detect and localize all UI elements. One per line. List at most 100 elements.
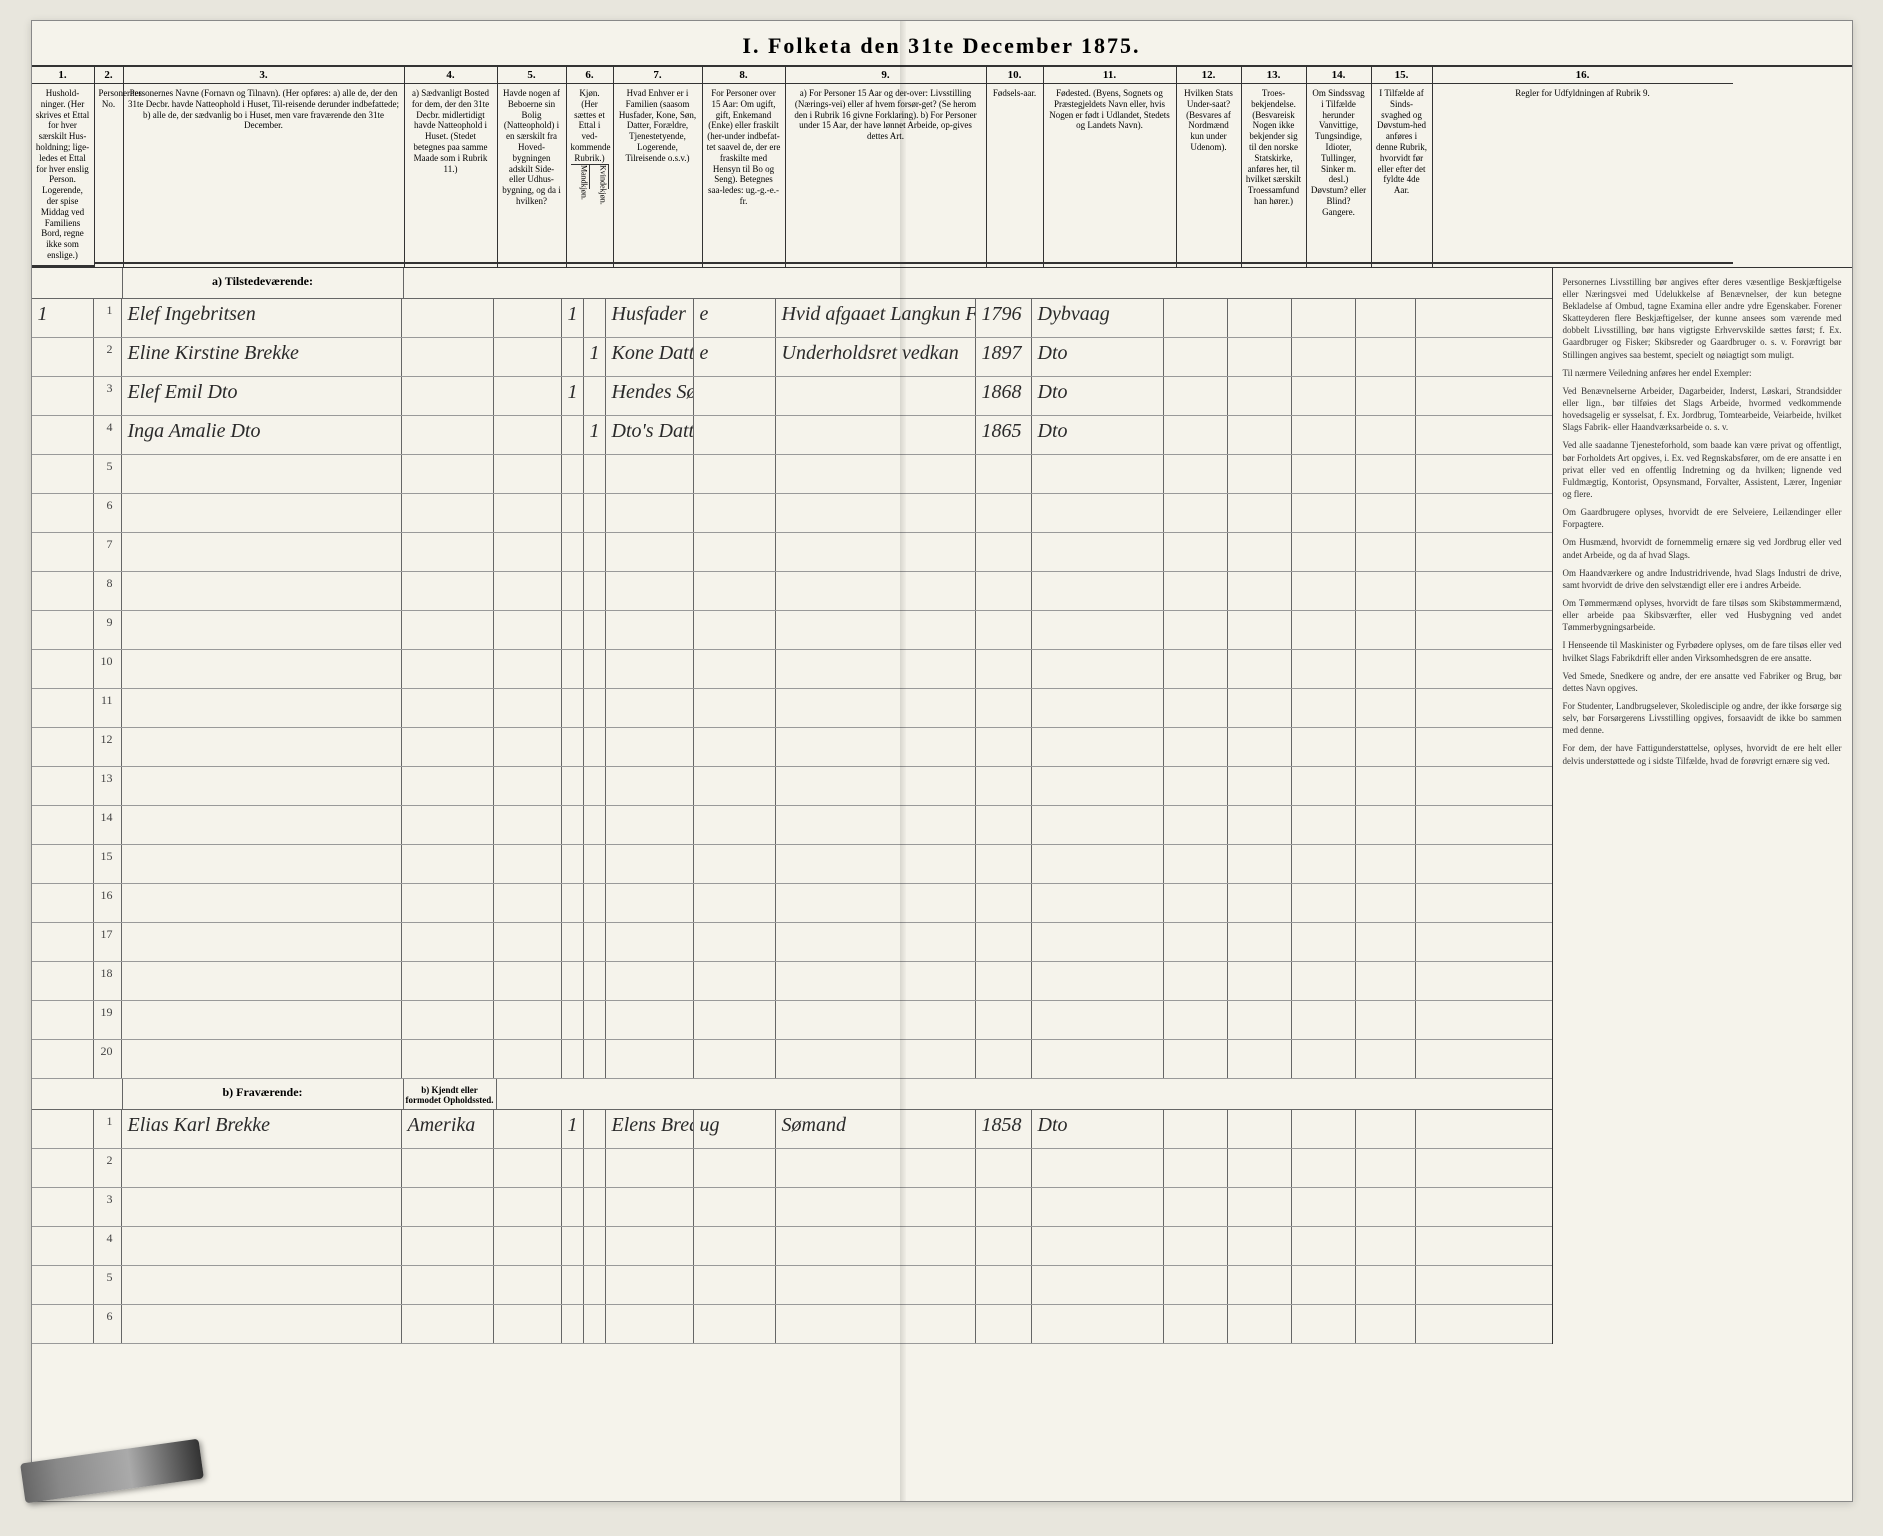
rules-paragraph: Om Haandværkere og andre Industridrivend… <box>1563 567 1842 591</box>
cell <box>494 572 562 610</box>
cell: 15 <box>94 845 122 883</box>
cell <box>776 572 976 610</box>
cell <box>402 1040 494 1078</box>
cell <box>694 845 776 883</box>
col-header-text: Kjøn. (Her sættes et Ettal i ved-kommend… <box>567 84 613 264</box>
cell <box>694 377 776 415</box>
cell <box>606 689 694 727</box>
table-row: 10 <box>32 650 1552 689</box>
cell <box>402 611 494 649</box>
cell <box>122 455 402 493</box>
cell <box>562 1149 584 1187</box>
cell <box>1164 1188 1228 1226</box>
cell <box>1164 572 1228 610</box>
cell: Eline Kirstine Brekke <box>122 338 402 376</box>
cell <box>402 806 494 844</box>
cell: Inga Amalie Dto <box>122 416 402 454</box>
cell <box>606 572 694 610</box>
cell <box>122 611 402 649</box>
cell <box>494 494 562 532</box>
cell <box>1032 767 1164 805</box>
cell <box>584 299 606 337</box>
table-row: 14 <box>32 806 1552 845</box>
cell <box>1356 338 1416 376</box>
cell <box>1292 1266 1356 1304</box>
cell <box>606 1188 694 1226</box>
table-row: 15 <box>32 845 1552 884</box>
cell: 1 <box>584 338 606 376</box>
cell: 19 <box>94 1001 122 1039</box>
cell <box>562 767 584 805</box>
cell <box>562 1188 584 1226</box>
cell <box>584 611 606 649</box>
cell <box>694 650 776 688</box>
cell <box>1292 455 1356 493</box>
cell: Husfader <box>606 299 694 337</box>
cell <box>606 533 694 571</box>
cell <box>402 338 494 376</box>
cell <box>122 1227 402 1265</box>
cell: 13 <box>94 767 122 805</box>
col-header-text: Fødested. (Byens, Sognets og Præstegjeld… <box>1044 84 1176 264</box>
cell <box>776 416 976 454</box>
cell <box>584 962 606 1000</box>
cell <box>494 1227 562 1265</box>
cell <box>976 767 1032 805</box>
cell <box>776 806 976 844</box>
cell <box>122 1266 402 1304</box>
cell <box>562 962 584 1000</box>
cell <box>1356 416 1416 454</box>
cell <box>584 1188 606 1226</box>
cell <box>1032 728 1164 766</box>
cell <box>1228 650 1292 688</box>
cell <box>584 650 606 688</box>
cell <box>32 572 94 610</box>
cell: Dto's Datter <box>606 416 694 454</box>
cell: Elens Bred Søn <box>606 1110 694 1148</box>
cell <box>402 689 494 727</box>
cell <box>1164 299 1228 337</box>
cell <box>1164 377 1228 415</box>
cell <box>694 806 776 844</box>
cell <box>1292 299 1356 337</box>
cell <box>1292 1149 1356 1187</box>
cell <box>562 845 584 883</box>
cell: 1 <box>562 377 584 415</box>
cell: 4 <box>94 1227 122 1265</box>
col-header-text: Hvilken Stats Under-saat? (Besvares af N… <box>1177 84 1241 264</box>
cell: 1858 <box>976 1110 1032 1148</box>
cell <box>606 962 694 1000</box>
cell <box>32 1266 94 1304</box>
cell: 1897 <box>976 338 1032 376</box>
cell: Dto <box>1032 416 1164 454</box>
rules-paragraph: Om Tømmermænd oplyses, hvorvidt de fare … <box>1563 597 1842 633</box>
cell <box>122 728 402 766</box>
cell: 10 <box>94 650 122 688</box>
cell <box>1164 767 1228 805</box>
cell <box>494 1001 562 1039</box>
cell <box>32 611 94 649</box>
table-row: 5 <box>32 1266 1552 1305</box>
cell <box>32 923 94 961</box>
table-row: 5 <box>32 455 1552 494</box>
cell <box>694 455 776 493</box>
cell: Elef Ingebritsen <box>122 299 402 337</box>
cell: 1 <box>584 416 606 454</box>
column-13: 13.Troes-bekjendelse. (Besvareisk Nogen … <box>1242 67 1307 267</box>
column-1: 1.Hushold-ninger. (Her skrives et Ettal … <box>32 67 95 267</box>
cell: Elias Karl Brekke <box>122 1110 402 1148</box>
cell: 1 <box>94 299 122 337</box>
cell <box>606 1149 694 1187</box>
cell <box>402 572 494 610</box>
cell <box>32 1149 94 1187</box>
cell: 2 <box>94 1149 122 1187</box>
col-number: 4. <box>405 67 497 84</box>
cell <box>694 923 776 961</box>
cell <box>122 1305 402 1343</box>
cell <box>584 1001 606 1039</box>
col-header-text: Hushold-ninger. (Her skrives et Ettal fo… <box>32 84 94 267</box>
cell <box>1032 923 1164 961</box>
cell <box>1356 455 1416 493</box>
cell <box>32 1305 94 1343</box>
cell <box>1032 806 1164 844</box>
